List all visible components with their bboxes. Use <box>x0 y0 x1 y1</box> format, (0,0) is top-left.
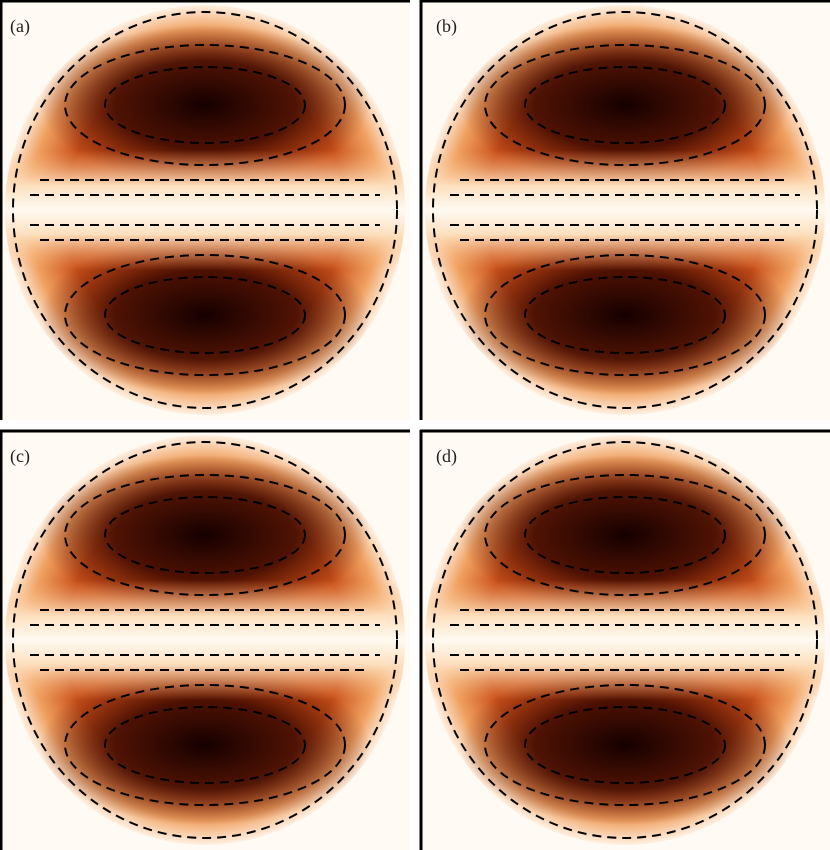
panel-b <box>420 0 830 420</box>
panel-label: (d) <box>436 446 457 467</box>
panel-d <box>420 430 830 850</box>
panel-c <box>0 430 410 850</box>
panel-a <box>0 0 410 420</box>
panel-label: (c) <box>10 446 30 467</box>
panel-label: (b) <box>436 16 457 37</box>
panel-label: (a) <box>10 16 30 37</box>
